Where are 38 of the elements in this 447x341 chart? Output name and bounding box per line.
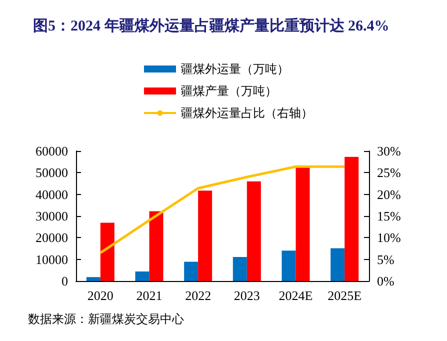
y-tick-label: 50000 <box>36 165 68 180</box>
y-tick-label: 10000 <box>36 252 68 267</box>
x-tick-label: 2020 <box>87 288 114 303</box>
bar <box>232 256 247 281</box>
y-tick-label: 60000 <box>36 144 68 158</box>
bar <box>344 156 359 281</box>
y2-tick-label: 0% <box>377 274 394 288</box>
bar <box>86 277 100 281</box>
x-tick-label: 2025E <box>328 288 362 303</box>
y2-tick-label: 15% <box>377 208 401 224</box>
x-tick-label: 2021 <box>136 288 162 303</box>
line-series <box>99 165 346 254</box>
x-tick-label: 2022 <box>185 288 212 303</box>
y-tick-label: 30000 <box>36 208 68 224</box>
y2-tick-label: 25% <box>377 165 401 180</box>
x-tick-label: 2023 <box>234 288 260 303</box>
y2-tick-label: 20% <box>377 186 401 202</box>
legend-label: 疆煤外运量占比（右轴） <box>181 106 313 120</box>
bar <box>149 211 164 281</box>
bar <box>184 262 198 281</box>
bar <box>246 181 261 281</box>
y-tick-label: 20000 <box>36 230 68 246</box>
y2-tick-label: 30% <box>377 144 401 158</box>
y2-tick-label: 10% <box>377 230 401 246</box>
source-note: 数据来源：新疆煤炭交易中心 <box>28 312 184 326</box>
x-tick-label: 2024E <box>278 288 313 303</box>
bar <box>282 250 296 281</box>
bar <box>198 190 212 281</box>
y-tick-label: 0 <box>62 274 68 288</box>
y-tick-label: 40000 <box>36 186 68 202</box>
bar <box>296 166 310 281</box>
chart-title: 图5：2024 年疆煤外运量占疆煤产量比重预计达 26.4% <box>33 18 390 34</box>
legend-label: 疆煤产量（万吨） <box>181 84 277 98</box>
bar <box>100 222 114 281</box>
y2-tick-label: 5% <box>377 252 394 267</box>
legend-label: 疆煤外运量（万吨） <box>181 62 289 76</box>
bar <box>135 271 150 281</box>
bar <box>330 248 345 281</box>
